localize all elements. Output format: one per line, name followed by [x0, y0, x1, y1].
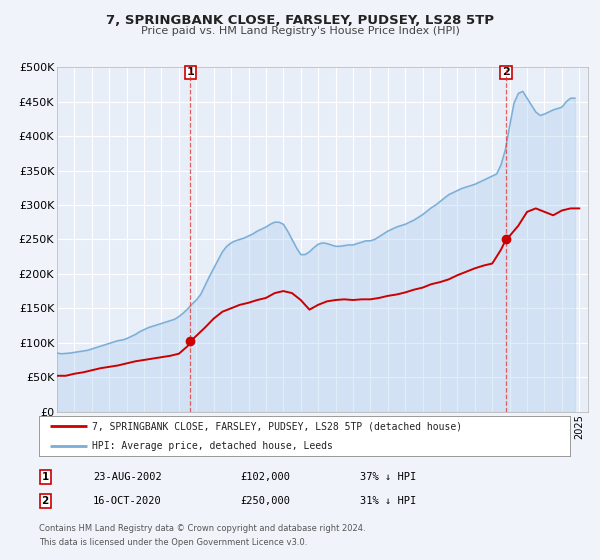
Text: 2: 2	[502, 67, 510, 77]
Text: 31% ↓ HPI: 31% ↓ HPI	[360, 496, 416, 506]
Text: HPI: Average price, detached house, Leeds: HPI: Average price, detached house, Leed…	[92, 441, 333, 451]
Text: 16-OCT-2020: 16-OCT-2020	[93, 496, 162, 506]
Text: 2: 2	[41, 496, 49, 506]
Text: This data is licensed under the Open Government Licence v3.0.: This data is licensed under the Open Gov…	[39, 538, 307, 547]
Text: 23-AUG-2002: 23-AUG-2002	[93, 472, 162, 482]
Text: £102,000: £102,000	[240, 472, 290, 482]
Text: 7, SPRINGBANK CLOSE, FARSLEY, PUDSEY, LS28 5TP: 7, SPRINGBANK CLOSE, FARSLEY, PUDSEY, LS…	[106, 14, 494, 27]
Text: 1: 1	[41, 472, 49, 482]
Text: 7, SPRINGBANK CLOSE, FARSLEY, PUDSEY, LS28 5TP (detached house): 7, SPRINGBANK CLOSE, FARSLEY, PUDSEY, LS…	[92, 421, 462, 431]
Text: 37% ↓ HPI: 37% ↓ HPI	[360, 472, 416, 482]
Text: Price paid vs. HM Land Registry's House Price Index (HPI): Price paid vs. HM Land Registry's House …	[140, 26, 460, 36]
Text: 1: 1	[186, 67, 194, 77]
Text: £250,000: £250,000	[240, 496, 290, 506]
Text: Contains HM Land Registry data © Crown copyright and database right 2024.: Contains HM Land Registry data © Crown c…	[39, 524, 365, 533]
